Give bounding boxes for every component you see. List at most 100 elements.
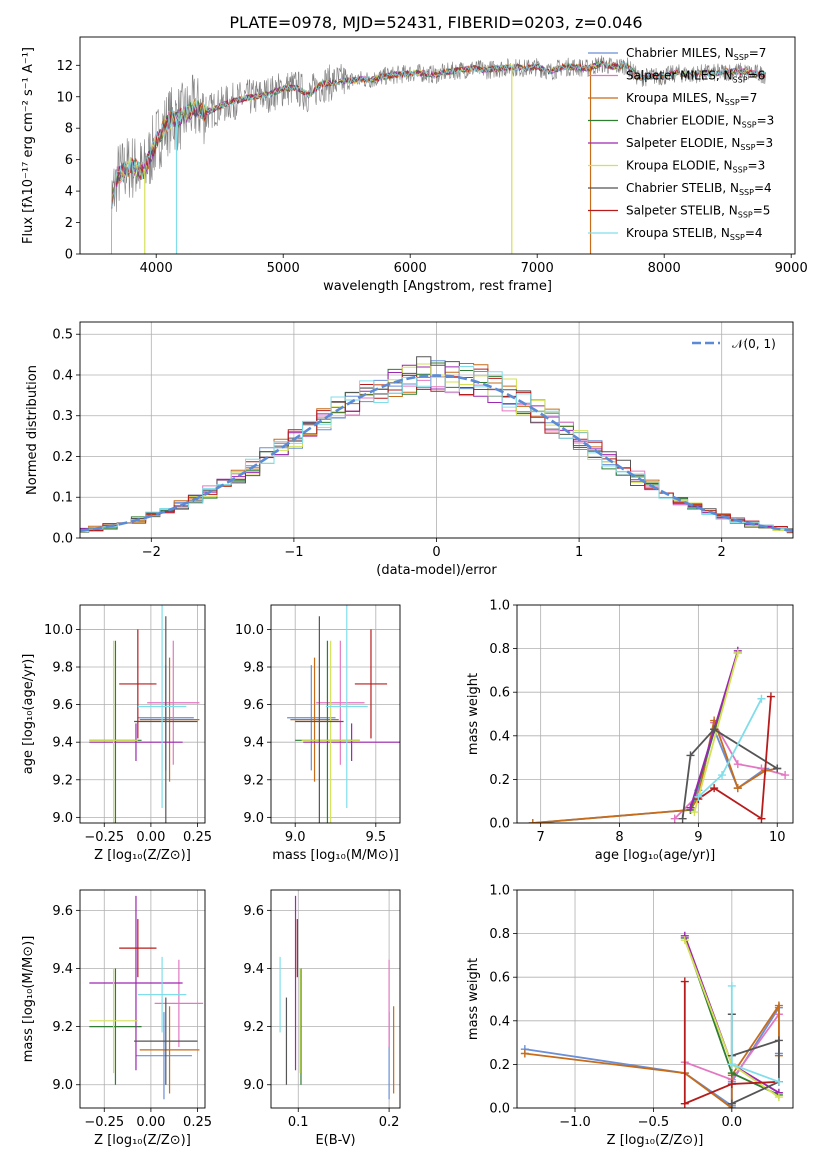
x-tick-label: −0.25 [84,1115,124,1130]
age-vs-mass-x-axis-label: mass [log₁₀(M/M⊙)] [272,848,399,863]
y-tick-label: 9.6 [243,698,264,713]
y-tick-label: 12 [56,59,73,74]
mass-vs-Z-plot-area [89,895,204,1100]
errorbar-point [89,640,138,823]
y-tick-label: 0.6 [489,971,510,986]
errorbar-point [354,629,388,739]
errorbar-point [134,616,198,823]
model-spectrum-line [111,61,767,209]
y-tick-label: 9.4 [52,962,73,977]
x-tick-label: 9000 [775,261,808,276]
y-tick-label: 9.4 [243,736,264,751]
y-tick-label: 0.8 [489,927,510,942]
y-tick-label: 9.0 [243,1078,264,1093]
y-tick-label: 0.2 [489,1058,510,1073]
normal-curve [80,374,793,533]
mass-vs-Z-y-axis-label: mass [log₁₀(M/M⊙)] [21,936,36,1063]
x-tick-label: 4000 [140,261,173,276]
weight-vs-age-x-axis-label: age [log₁₀(age/yr)] [595,848,716,863]
y-tick-label: 8 [65,122,73,137]
weight-marker [670,814,679,823]
weight-marker [710,725,719,734]
spectrum-y-axis-label: Flux [fλ10⁻¹⁷ erg cm⁻² s⁻¹ A⁻¹] [21,47,36,244]
weight-marker [528,819,537,823]
x-tick-label: −0.25 [84,830,124,845]
x-tick-label: 9 [694,830,702,845]
y-tick-label: 9.2 [243,1020,264,1035]
weight-marker [774,1001,783,1010]
errorbar-point [325,605,368,808]
y-tick-label: 0.3 [52,409,73,424]
y-tick-label: 9.4 [243,962,264,977]
x-tick-label: 7000 [521,261,554,276]
weight-marker [733,784,742,793]
errorbar-point [301,640,360,823]
x-tick-label: 6000 [394,261,427,276]
legend-entry: Salpeter STELIB, NSSP=5 [626,204,770,220]
x-tick-label: 7 [537,830,545,845]
y-tick-label: 9.4 [52,736,73,751]
y-tick-label: 10 [56,90,73,105]
y-tick-label: 0 [65,248,73,263]
x-tick-label: 9.5 [365,830,386,845]
weight-series-line [681,728,778,819]
x-tick-label: 10 [769,830,786,845]
y-tick-label: 0.1 [52,491,73,506]
residual-histogram [80,368,793,533]
weight-marker [678,814,687,823]
errorbar-point [139,1006,200,1094]
y-tick-label: 2 [65,216,73,231]
y-tick-label: 0.5 [52,328,73,343]
y-tick-label: 9.6 [52,698,73,713]
legend-entry: Salpeter ELODIE, NSSP=3 [626,136,773,152]
spectrum-plot-area [107,55,767,254]
age-vs-Z-y-axis-label: age [log₁₀(age/yr)] [21,654,36,775]
legend-entry: Chabrier STELIB, NSSP=4 [626,181,772,197]
y-tick-label: 0.0 [489,817,510,832]
residuals-y-axis-label: Normed distribution [25,365,40,495]
legend-entry: Chabrier MILES, NSSP=7 [626,46,766,62]
weight-series-line [697,696,772,821]
weight-marker [727,981,736,990]
errorbar-point [154,959,204,1047]
y-tick-label: 0.4 [52,368,73,383]
errorbar-point [137,605,187,808]
age-vs-Z-x-axis-label: Z [log₁₀(Z/Z⊙)] [94,848,191,863]
spectrum-title: PLATE=0978, MJD=52431, FIBERID=0203, z=0… [229,13,642,32]
model-spectrum-line [111,61,767,209]
y-tick-label: 9.8 [243,661,264,676]
x-tick-label: 0.25 [183,1115,212,1130]
errorbar-point [89,968,142,1085]
errorbar-point [135,1012,192,1100]
weight-marker [727,1060,736,1069]
legend-entry: Salpeter MILES, NSSP=6 [626,69,765,85]
y-tick-label: 0.0 [52,532,73,547]
y-tick-label: 0.4 [489,1014,510,1029]
x-tick-label: −2 [142,545,161,560]
errorbar-point [89,723,183,761]
age-vs-Z-grid [80,605,205,823]
y-tick-label: 9.0 [52,1078,73,1093]
y-tick-label: 9.0 [243,811,264,826]
errorbar-point [147,640,200,765]
y-tick-label: 0.4 [489,729,510,744]
y-tick-label: 9.2 [52,1020,73,1035]
residual-histogram [80,365,793,533]
weight-marker [710,784,719,793]
weight-marker [727,1080,736,1089]
weight-marker [774,1093,783,1102]
spectrum-frame [79,36,796,255]
errorbar-point [119,629,157,739]
weight-marker [680,1099,689,1108]
errorbar-point [134,997,198,1085]
x-tick-label: 0.00 [136,1115,165,1130]
weight-marker [774,1036,783,1045]
age-vs-Z-plot-area [89,605,200,823]
weight-marker [781,771,790,780]
errorbar-point [295,616,344,823]
mass-vs-ebv-plot-area [279,895,395,1100]
legend-entry: Kroupa STELIB, NSSP=4 [626,226,763,242]
weight-marker [686,803,695,812]
y-tick-label: 0.2 [489,773,510,788]
